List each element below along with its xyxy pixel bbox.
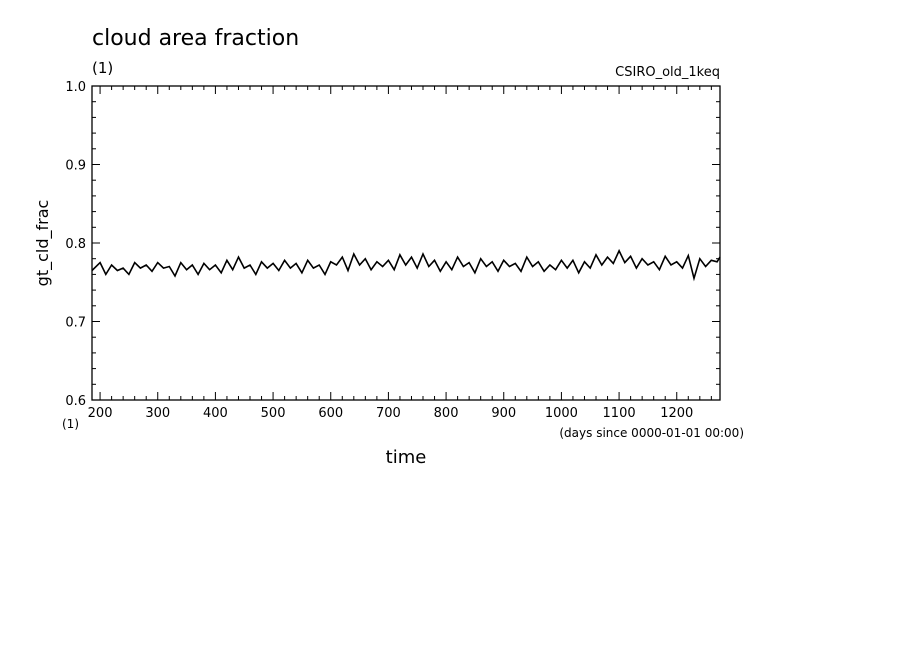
- x-tick-label: 1000: [545, 406, 578, 421]
- y-tick-label: 1.0: [65, 80, 86, 95]
- x-tick-label: 900: [491, 406, 516, 421]
- x-tick-label: 200: [88, 406, 113, 421]
- experiment-label: CSIRO_old_1keq: [615, 65, 720, 80]
- y-axis-ticks: 0.6 0.7 0.8 0.9 1.0: [65, 80, 720, 409]
- x-tick-label: 300: [145, 406, 170, 421]
- x-tick-label: 400: [203, 406, 228, 421]
- chart-title: cloud area fraction: [92, 26, 299, 51]
- x-tick-label: 600: [318, 406, 343, 421]
- y-axis-label: gt_cld_frac: [33, 200, 53, 287]
- x-tick-label: 700: [376, 406, 401, 421]
- x-axis-units: (days since 0000-01-01 00:00): [559, 426, 744, 440]
- y-tick-label: 0.8: [65, 237, 86, 252]
- x-tick-label: 1100: [603, 406, 636, 421]
- y-tick-label: 0.7: [65, 316, 86, 331]
- x-tick-label: 500: [261, 406, 286, 421]
- title-units: (1): [92, 59, 113, 77]
- y-tick-label: 0.6: [65, 394, 86, 409]
- x-axis-ticks: 200 300 400 500 600 700 800 900 1000 1100 1200: [88, 86, 712, 421]
- x-tick-label: 1200: [660, 406, 693, 421]
- plot-frame: [91, 85, 721, 401]
- x-tick-label: 800: [434, 406, 459, 421]
- y-tick-label: 0.9: [65, 159, 86, 174]
- series-line: [91, 248, 721, 282]
- x-axis-label: time: [386, 447, 427, 468]
- y-units-bottom: (1): [62, 417, 79, 431]
